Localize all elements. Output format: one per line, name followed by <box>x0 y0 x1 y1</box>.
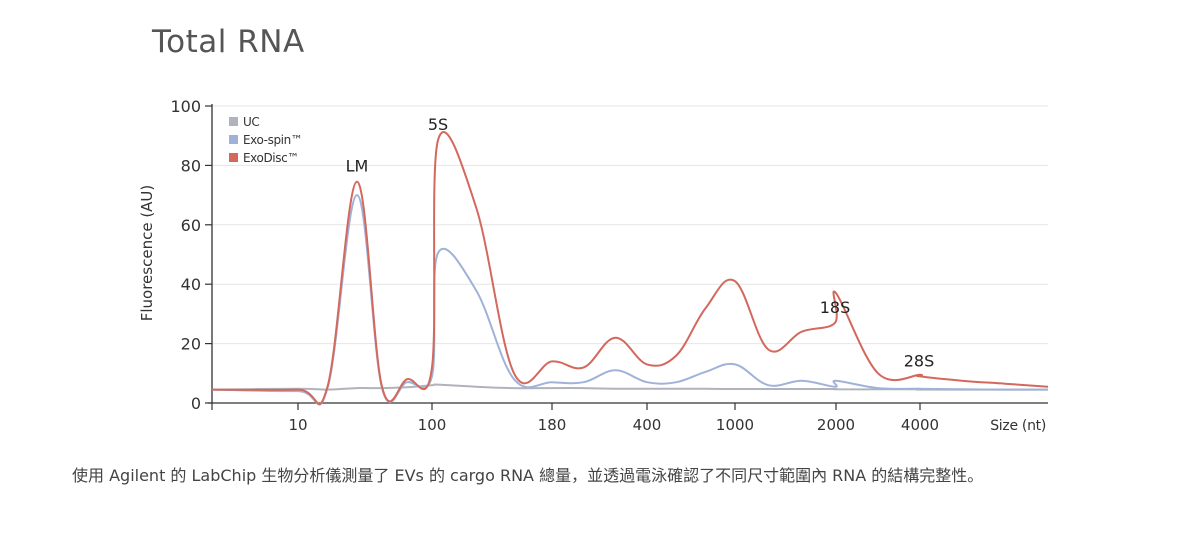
grid-lines <box>212 105 1048 345</box>
data-point <box>734 363 736 365</box>
data-point <box>646 381 648 383</box>
data-point <box>877 387 879 389</box>
data-point <box>437 383 439 385</box>
data-point <box>513 372 515 374</box>
data-point <box>646 363 648 365</box>
peak-label: 5S <box>428 115 448 134</box>
data-point <box>356 387 358 389</box>
y-tick-label: 60 <box>181 216 201 235</box>
data-point <box>675 354 677 356</box>
x-tick-label: 400 <box>633 416 662 434</box>
data-point <box>551 387 553 389</box>
legend-swatch <box>229 135 238 144</box>
data-point <box>800 380 802 382</box>
x-tick-label: 2000 <box>817 416 855 434</box>
series-line-2 <box>211 131 1049 405</box>
data-point <box>800 331 802 333</box>
y-tick-label: 80 <box>181 156 201 175</box>
peak-label: 18S <box>820 298 851 317</box>
data-point <box>475 206 477 208</box>
legend-swatch <box>229 117 238 126</box>
legend-label: UC <box>243 115 259 129</box>
data-point <box>800 388 802 390</box>
data-point <box>877 372 879 374</box>
data-point <box>767 384 769 386</box>
legend: UC Exo-spin™ ExoDisc™ <box>229 115 303 165</box>
data-point <box>1047 388 1049 390</box>
data-point <box>582 387 584 389</box>
data-point <box>437 139 439 141</box>
fluorescence-chart: 0 20 40 60 80 100 10 100 180 400 1000 2000 4000 Size … <box>138 97 1049 434</box>
data-point <box>918 388 920 390</box>
peak-label: 28S <box>904 351 935 370</box>
data-point <box>551 360 553 362</box>
series-layer <box>211 131 1049 406</box>
data-point <box>614 336 616 338</box>
data-point <box>406 378 408 380</box>
x-tick-label: 10 <box>288 416 307 434</box>
legend-swatch <box>229 153 238 162</box>
data-point <box>704 388 706 390</box>
data-point <box>614 388 616 390</box>
y-tick-label: 20 <box>181 335 201 354</box>
series-line-1 <box>211 194 1049 406</box>
data-point <box>326 385 328 387</box>
peak-annotations: LM 5S 18S 28S <box>346 115 935 370</box>
legend-label: ExoDisc™ <box>243 151 299 165</box>
x-axis-label: Size (nt) <box>990 418 1046 434</box>
chart-caption: 使用 Agilent 的 LabChip 生物分析儀測量了 EVs 的 carg… <box>72 466 984 485</box>
data-point <box>675 388 677 390</box>
data-point <box>513 387 515 389</box>
data-point <box>614 369 616 371</box>
data-point <box>551 381 553 383</box>
x-tick-label: 180 <box>538 416 567 434</box>
data-point <box>1047 385 1049 387</box>
data-point <box>835 388 837 390</box>
data-point <box>431 366 433 368</box>
data-point <box>475 385 477 387</box>
data-point <box>767 388 769 390</box>
data-point <box>1004 388 1006 390</box>
y-axis-label: Fluorescence (AU) <box>138 185 156 322</box>
data-point <box>475 289 477 291</box>
x-tick-label: 100 <box>418 416 447 434</box>
data-point <box>835 380 837 382</box>
y-tick-label: 40 <box>181 275 201 294</box>
data-point <box>835 292 837 294</box>
x-tick-label: 4000 <box>901 416 939 434</box>
x-tick-label: 1000 <box>716 416 754 434</box>
data-point <box>582 381 584 383</box>
data-point <box>767 348 769 350</box>
data-point <box>834 385 836 387</box>
data-point <box>381 385 383 387</box>
data-point <box>918 375 920 377</box>
data-point <box>211 388 213 390</box>
data-point <box>513 378 515 380</box>
data-point <box>1004 382 1006 384</box>
y-tick-label: 100 <box>170 97 201 116</box>
data-point <box>437 252 439 254</box>
page-title: Total RNA <box>152 24 305 60</box>
axes: 0 20 40 60 80 100 10 100 180 400 1000 2000 4000 Size … <box>170 97 1048 434</box>
legend-label: Exo-spin™ <box>243 133 302 147</box>
data-point <box>431 384 433 386</box>
data-point <box>961 380 963 382</box>
data-point <box>406 381 408 383</box>
peak-label: LM <box>346 157 369 176</box>
y-tick-label: 0 <box>191 394 201 413</box>
data-point <box>356 181 358 183</box>
data-point <box>356 194 358 196</box>
data-point <box>297 388 299 390</box>
data-point <box>961 388 963 390</box>
data-point <box>734 280 736 282</box>
data-point <box>704 307 706 309</box>
data-point <box>406 386 408 388</box>
data-point <box>646 388 648 390</box>
data-point <box>675 381 677 383</box>
data-point <box>834 322 836 324</box>
data-point <box>734 388 736 390</box>
data-point <box>704 371 706 373</box>
data-point <box>582 366 584 368</box>
